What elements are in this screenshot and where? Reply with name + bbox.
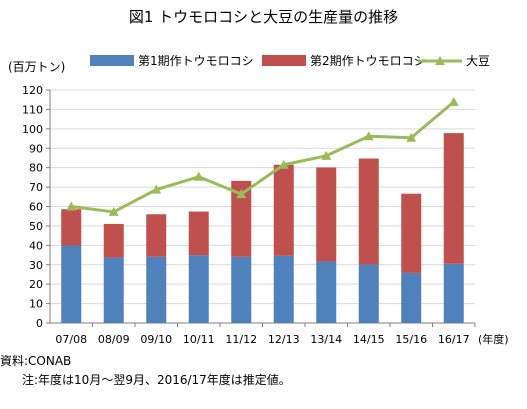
x-tick-label: 08/09: [98, 333, 130, 346]
bar-corn-2: [61, 209, 82, 246]
y-tick-label: 20: [29, 278, 43, 291]
soy-marker: [406, 132, 417, 142]
x-tick-label: 13/14: [310, 333, 342, 346]
bar-corn-1: [358, 264, 379, 323]
legend-item-soy: 大豆: [417, 52, 490, 69]
legend-item-corn-1: 第1期作トウモロコシ: [90, 52, 254, 69]
legend-label-corn-2: 第2期作トウモロコシ: [310, 54, 426, 68]
soy-marker: [363, 131, 374, 141]
y-tick-label: 60: [29, 201, 43, 214]
soy-line: [71, 100, 455, 214]
legend-swatch-corn-1: [90, 55, 134, 66]
soy-marker: [278, 159, 289, 169]
bar-corn-2: [103, 223, 124, 258]
y-tick-label: 90: [29, 142, 43, 155]
bar-corn-1: [61, 245, 82, 323]
x-axis-unit-label: (年度): [478, 332, 509, 346]
bar-corn-1: [316, 261, 337, 323]
y-tick-label: 70: [29, 181, 43, 194]
bar-corn-2: [231, 180, 252, 257]
legend-label-soy: 大豆: [466, 54, 491, 68]
bar-corn-1: [401, 272, 422, 323]
y-tick-label: 40: [29, 239, 43, 252]
y-axis-unit-label: (百万トン): [8, 60, 66, 74]
bar-corn-1: [146, 256, 167, 323]
legend-swatch-soy: [418, 55, 462, 65]
bar-corn-1: [273, 255, 294, 323]
x-tick-label: 11/12: [225, 333, 257, 346]
legend-item-corn-2: 第2期作トウモロコシ: [262, 52, 426, 69]
soy-marker: [108, 206, 119, 216]
y-tick-label: 100: [22, 123, 43, 136]
x-tick-label: 09/10: [140, 333, 172, 346]
x-tick-label: 16/17: [438, 333, 470, 346]
bar-corn-2: [316, 167, 337, 262]
bar-corn-2: [188, 211, 209, 256]
y-tick-label: 80: [29, 162, 43, 175]
y-tick-label: 120: [22, 84, 43, 97]
legend-label-corn-1: 第1期作トウモロコシ: [138, 54, 254, 68]
bar-corn-2: [146, 214, 167, 257]
bar-corn-2: [401, 193, 422, 273]
soy-marker: [66, 201, 77, 211]
bar-corn-1: [103, 257, 124, 323]
y-tick-label: 50: [29, 220, 43, 233]
x-tick-label: 12/13: [268, 333, 300, 346]
y-tick-label: 30: [29, 259, 43, 272]
bar-corn-2: [273, 164, 294, 256]
y-tick-label: 0: [36, 317, 43, 330]
legend-swatch-corn-2: [262, 55, 306, 66]
y-tick-label: 110: [22, 103, 43, 116]
bar-corn-2: [358, 158, 379, 265]
chart-title: 図1 トウモロコシと大豆の生産量の推移: [128, 8, 399, 26]
chart-plot-area: 0 10 20 30 40 50 60 70 80 90 100 110 120 07/08 08/09 09…: [22, 84, 509, 346]
soy-marker: [321, 150, 332, 160]
soy-marker: [193, 171, 204, 181]
legend: 第1期作トウモロコシ 第2期作トウモロコシ 大豆: [80, 52, 520, 70]
x-tick-label: 14/15: [353, 333, 385, 346]
x-tick-label: 10/11: [183, 333, 215, 346]
source-note: 資料:CONAB: [0, 354, 72, 368]
bar-corn-2: [443, 133, 464, 264]
footnote: 注:年度は10月〜翌9月、2016/17年度は推定値。: [22, 373, 291, 387]
bar-corn-1: [231, 256, 252, 323]
soy-marker: [448, 96, 459, 106]
bar-corn-1: [443, 263, 464, 323]
footnotes: 資料:CONAB 注:年度は10月〜翌9月、2016/17年度は推定値。: [0, 352, 291, 390]
bar-corn-1: [188, 255, 209, 323]
x-tick-label: 15/16: [395, 333, 427, 346]
y-tick-label: 10: [29, 298, 43, 311]
x-tick-label: 07/08: [55, 333, 87, 346]
soy-marker: [236, 189, 247, 199]
soy-marker: [151, 184, 162, 194]
